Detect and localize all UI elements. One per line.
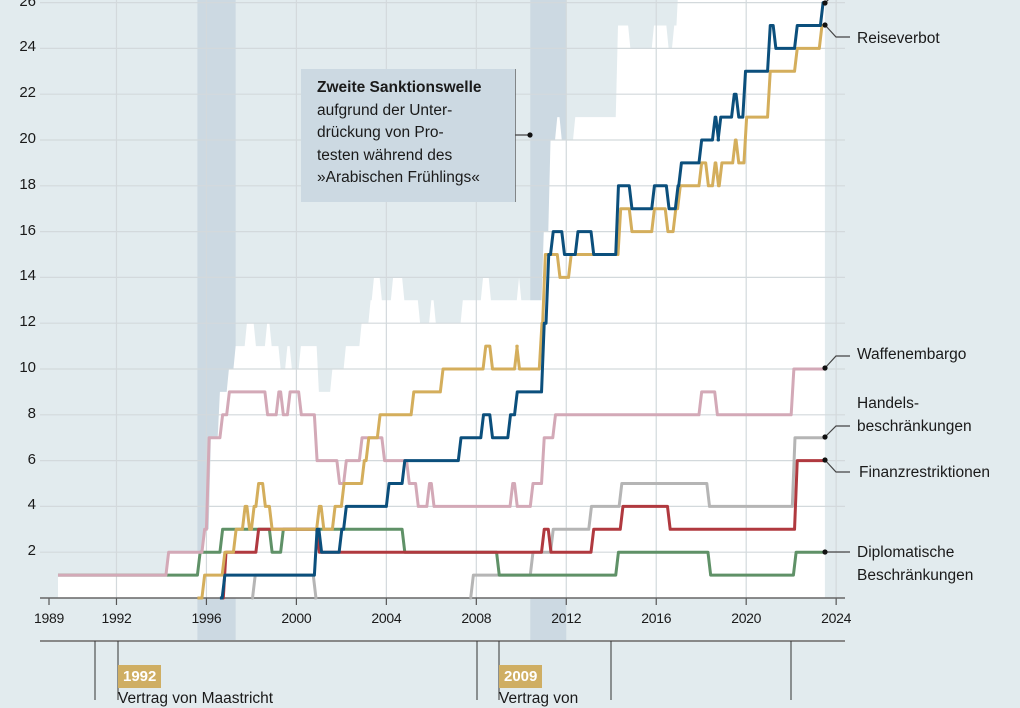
annotation-line: »Arabischen Frühlings« xyxy=(317,169,480,186)
series-end-dot xyxy=(822,434,828,440)
x-tick-label: 2000 xyxy=(281,610,312,626)
y-tick-label: 4 xyxy=(27,496,36,514)
x-tick-label: 2008 xyxy=(461,610,492,626)
y-tick-label: 16 xyxy=(19,221,36,239)
series-end-dot xyxy=(822,457,828,463)
series-line-4 xyxy=(197,24,825,600)
y-tick-label: 14 xyxy=(19,267,36,285)
series-end-dot xyxy=(822,365,828,371)
label-finanz: Finanzrestriktionen xyxy=(859,464,990,481)
y-tick-label: 26 xyxy=(19,0,36,10)
label-diplo-line2: Beschränkungen xyxy=(857,567,974,584)
annotation-box: Zweite Sanktionswelle aufgrund der Unter… xyxy=(301,69,515,202)
x-tick-label: 2020 xyxy=(731,610,762,626)
label-handels: Handels- beschränkungen xyxy=(857,392,972,438)
y-tick-label: 6 xyxy=(27,450,36,468)
y-tick-label: 8 xyxy=(27,404,36,422)
x-tick-label: 1992 xyxy=(101,610,132,626)
label-leader-line xyxy=(824,459,850,473)
label-leader-line xyxy=(824,355,850,369)
x-tick-label: 1996 xyxy=(191,610,222,626)
y-tick-label: 22 xyxy=(19,84,36,102)
timeline-event-text: Vertrag von Maastricht xyxy=(118,690,274,707)
x-tick-label: 2004 xyxy=(371,610,402,626)
y-tick-label: 18 xyxy=(19,175,36,193)
series-end-dot xyxy=(822,22,828,28)
annotation-line: aufgrund der Unter- xyxy=(317,101,453,119)
y-tick-label: 24 xyxy=(19,38,36,56)
series-line-1 xyxy=(57,527,825,577)
annotation-title: Zweite Sanktionswelle xyxy=(317,79,482,96)
series-end-dot xyxy=(822,549,828,555)
y-tick-label: 2 xyxy=(27,542,36,560)
x-tick-label: 2024 xyxy=(821,610,852,626)
label-leader-line xyxy=(824,24,850,38)
x-tick-label: 1989 xyxy=(34,610,64,626)
timeline-year-badge: 1992 xyxy=(118,665,162,688)
series-line-5 xyxy=(219,1,825,600)
label-handels-line1: Handels- xyxy=(857,395,920,412)
series-end-dot xyxy=(822,0,828,6)
label-reiseverbot: Reiseverbot xyxy=(857,30,940,47)
y-tick-label: 20 xyxy=(19,130,36,147)
y-tick-label: 10 xyxy=(19,359,36,376)
label-waffenembargo: Waffenembargo xyxy=(857,346,967,363)
series-line-2 xyxy=(221,459,825,600)
total-sanctions-area xyxy=(57,0,825,598)
x-tick-label: 2012 xyxy=(551,610,582,626)
label-diplo-line1: Diplomatische xyxy=(857,544,955,561)
timeline-event-text: Vertrag von xyxy=(499,690,579,707)
label-leader-line xyxy=(824,425,850,438)
timeline-year-badge: 2009 xyxy=(499,665,543,688)
x-tick-label: 2016 xyxy=(641,610,672,626)
y-tick-label: 12 xyxy=(19,313,36,331)
annotation-line: drückung von Pro- xyxy=(317,124,444,141)
series-line-3 xyxy=(57,367,825,577)
label-handels-line2: beschränkungen xyxy=(857,418,972,435)
label-diplomatisch: Diplomatische Beschränkungen xyxy=(857,541,973,587)
annotation-line: testen während des xyxy=(317,146,453,164)
annotation-dot xyxy=(527,132,533,138)
